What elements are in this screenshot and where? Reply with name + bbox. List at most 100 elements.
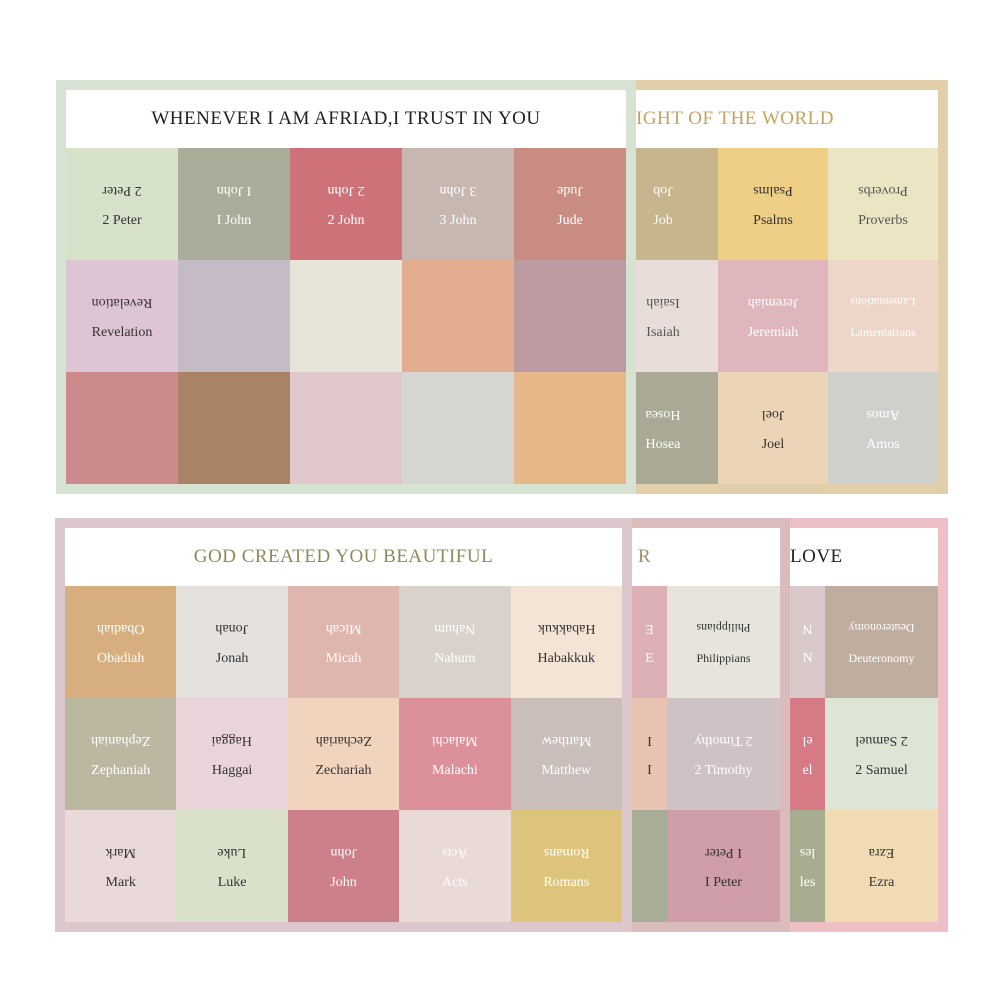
tab-label-mirrored: Revelation (91, 294, 153, 310)
bible-tab: Psalms Psalms (718, 148, 828, 260)
bible-tab: I John I John (178, 148, 290, 260)
tab-label-mirrored: Philippians (696, 620, 751, 635)
bible-tab: Proverbs Proverbs (828, 148, 938, 260)
tab-label-mirrored: Mark (105, 844, 136, 860)
tab-label: Mark (105, 874, 136, 890)
tab-label-mirrored: Zechariah (315, 732, 372, 748)
bible-tab: 2 John 2 John (290, 148, 402, 260)
tab-label: Lamentations (850, 324, 916, 339)
tab-label-mirrored: Romans (543, 844, 590, 860)
tab-label-mirrored: Jonah (215, 620, 249, 636)
tab-label-mirrored: E (645, 620, 654, 636)
tab-label-mirrored: Deuteronomy (848, 620, 915, 635)
tab-label: Psalms (753, 212, 793, 228)
tab-label-mirrored: Jeremiah (747, 294, 799, 310)
tab-label-mirrored: Matthew (541, 732, 592, 748)
tab-label-mirrored: I John (216, 182, 252, 198)
tab-label-mirrored: Joel (761, 406, 785, 422)
bible-tab: I Peter I Peter (667, 810, 780, 922)
bible-tab: Matthew Matthew (510, 698, 622, 810)
bible-tab: Luke Luke (176, 810, 288, 922)
tab-label: 2 Samuel (855, 762, 908, 778)
bible-tab: Ezra Ezra (825, 810, 938, 922)
tab-label-mirrored: John (330, 844, 357, 860)
bible-tab: Amos Amos (828, 372, 938, 484)
tab-label: Jude (557, 212, 583, 228)
tab-label: Proverbs (858, 212, 908, 228)
tab-label: les (799, 874, 816, 890)
bible-tab: Zephaniah Zephaniah (65, 698, 177, 810)
bible-tab: Haggai Haggai (176, 698, 288, 810)
sheet-beautiful: GOD CREATED YOU BEAUTIFUL Obadiah Obadiah… (55, 518, 632, 932)
tab-label: 2 John (327, 212, 365, 228)
bible-tab (514, 372, 626, 484)
bible-tab: Acts Acts (399, 810, 511, 922)
bible-tab: 2 Peter 2 Peter (66, 148, 178, 260)
tab-label: Matthew (541, 762, 592, 778)
bible-tab: Deuteronomy Deuteronomy (825, 586, 938, 698)
tab-label-mirrored: Habakkuk (537, 620, 596, 636)
bible-tab: Micah Micah (287, 586, 400, 698)
bible-tab: Nahum Nahum (399, 586, 511, 698)
tab-label-mirrored: Zephaniah (91, 732, 151, 748)
tab-label-mirrored: 2 Peter (102, 182, 142, 198)
tab-label-mirrored: Luke (217, 844, 247, 860)
bible-tab: Jude Jude (514, 148, 626, 260)
tab-label-mirrored: Ezra (868, 844, 895, 860)
bible-tab (402, 260, 514, 372)
tab-label: Amos (866, 436, 900, 452)
tab-label: Job (653, 212, 673, 228)
tab-label-mirrored: Jude (557, 182, 583, 198)
sheet-title: GOD CREATED YOU BEAUTIFUL (65, 528, 622, 586)
tab-label-mirrored: Haggai (211, 732, 253, 748)
tab-label: Hosea (645, 436, 681, 452)
tab-label: Zechariah (315, 762, 372, 778)
tab-label-mirrored: 3 John (439, 182, 477, 198)
tab-label: Habakkuk (537, 650, 596, 666)
tab-grid: E E Philippians Philippians I I 2 Timothy 2 Tim… (632, 586, 780, 922)
tab-label: I (647, 762, 652, 778)
bible-tab (514, 260, 626, 372)
tab-label: el (802, 762, 813, 778)
tab-label-mirrored: Acts (442, 844, 468, 860)
bible-tab: les les (790, 810, 825, 922)
tab-label: Micah (325, 650, 362, 666)
bible-tab: Lamentations Lamentations (828, 260, 938, 372)
bible-tab: Zechariah Zechariah (287, 698, 400, 810)
tab-label: Luke (217, 874, 247, 890)
bible-tab: 2 Samuel 2 Samuel (825, 698, 938, 810)
tab-label: Zephaniah (91, 762, 151, 778)
tab-label-mirrored: 2 John (327, 182, 365, 198)
sheet-afraid: WHENEVER I AM AFRIAD,I TRUST IN YOU 2 Pe… (56, 80, 636, 494)
bible-tab: Joel Joel (718, 372, 828, 484)
bible-tab (178, 372, 290, 484)
sheet-light-of-world: IGHT OF THE WORLD Job Job Psalms Psalms Prov… (370, 80, 948, 494)
tab-label: Jonah (215, 650, 249, 666)
tab-label-mirrored: Micah (325, 620, 362, 636)
tab-label: E (645, 650, 654, 666)
bible-tab (66, 372, 178, 484)
tab-label-mirrored: N (802, 620, 813, 636)
tab-label: Romans (543, 874, 590, 890)
tab-label: Ezra (868, 874, 895, 890)
bible-tab: Romans Romans (510, 810, 622, 922)
bible-tab: Jonah Jonah (176, 586, 288, 698)
sheet-title: WHENEVER I AM AFRIAD,I TRUST IN YOU (66, 90, 626, 148)
tab-label-mirrored: I Peter (705, 844, 742, 860)
tab-label-mirrored: les (799, 844, 816, 860)
bible-tab: Mark Mark (65, 810, 177, 922)
tab-label: Revelation (91, 324, 153, 340)
tab-label: Haggai (211, 762, 253, 778)
tab-grid: Obadiah Obadiah Jonah Jonah Micah Micah Nahum N… (65, 586, 622, 922)
bible-tab: 2 Timothy 2 Timothy (667, 698, 780, 810)
bible-tab: 3 John 3 John (402, 148, 514, 260)
bible-tab: Obadiah Obadiah (65, 586, 177, 698)
tab-label-mirrored: 2 Timothy (694, 732, 753, 748)
bible-tab (402, 372, 514, 484)
tab-label: I John (216, 212, 252, 228)
tab-label: John (330, 874, 357, 890)
tab-label: 2 Peter (102, 212, 142, 228)
tab-label: Philippians (696, 650, 751, 665)
